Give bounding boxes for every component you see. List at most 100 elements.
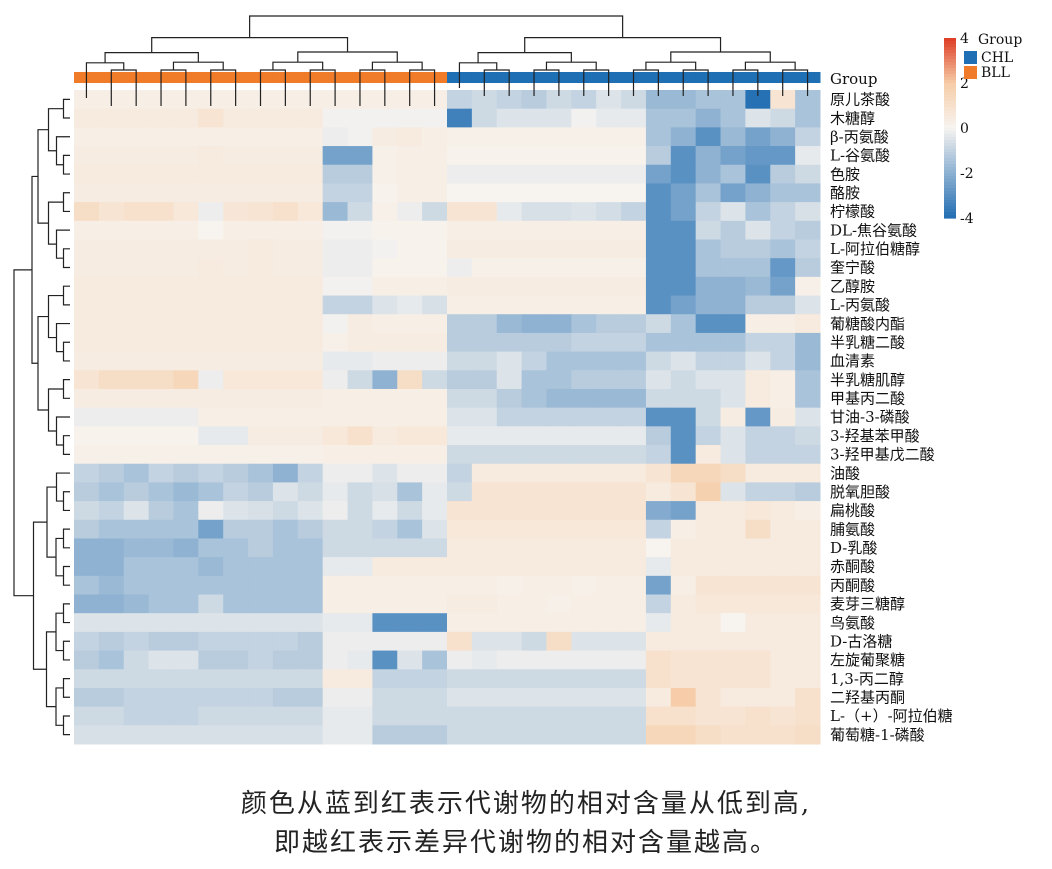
heatmap-cell: [148, 426, 174, 446]
heatmap-cell: [621, 370, 647, 390]
heatmap-cell: [720, 351, 746, 371]
heatmap-cell: [621, 127, 647, 147]
heatmap-cell: [74, 90, 100, 110]
heatmap-cell: [745, 463, 771, 483]
heatmap-cell: [173, 164, 199, 184]
row-label: 3-羟甲基戊二酸: [830, 446, 935, 464]
heatmap-cell: [272, 258, 299, 278]
heatmap-cell: [670, 725, 697, 745]
heatmap-cell: [546, 164, 572, 184]
heatmap-cell: [447, 669, 473, 689]
heatmap-cell: [272, 407, 299, 427]
heatmap-cell: [98, 687, 125, 708]
heatmap-cell: [471, 388, 498, 409]
heatmap-cell: [447, 482, 473, 502]
heatmap-cell: [621, 482, 647, 502]
heatmap-cell: [695, 183, 722, 203]
heatmap-cell: [471, 463, 498, 483]
heatmap-cell: [745, 146, 771, 166]
heatmap-cell: [720, 314, 746, 334]
heatmap-cell: [621, 594, 647, 614]
heatmap-cell: [720, 370, 746, 390]
heatmap-cell: [173, 557, 199, 577]
colorbar-segment: [944, 89, 956, 93]
heatmap-cell: [248, 557, 274, 577]
colorbar-segment: [944, 41, 956, 45]
colorbar-segment: [944, 107, 956, 111]
column-dendrogram-link: [272, 61, 324, 70]
heatmap-cell: [123, 445, 150, 465]
heatmap-cell: [596, 463, 622, 483]
heatmap-cell: [297, 706, 324, 726]
heatmap-cell: [123, 538, 150, 558]
heatmap-cell: [645, 258, 672, 278]
column-dendrogram-link: [371, 61, 423, 70]
heatmap-cell: [770, 220, 796, 240]
heatmap-cell: [223, 725, 249, 745]
heatmap-cell: [770, 575, 796, 596]
legend-label: BLL: [981, 65, 1010, 81]
column-dendrogram-link: [151, 37, 349, 53]
heatmap-cell: [272, 276, 299, 297]
heatmap-cell: [795, 482, 821, 502]
heatmap-cell: [272, 613, 299, 633]
heatmap-cell: [297, 445, 324, 465]
heatmap-cell: [397, 445, 423, 465]
heatmap-cell: [98, 501, 125, 521]
heatmap-cell: [198, 575, 224, 596]
heatmap-cell: [546, 613, 572, 633]
heatmap-cell: [347, 706, 373, 726]
colorbar-segment: [944, 59, 956, 63]
heatmap-cell: [248, 631, 274, 652]
heatmap-cell: [670, 687, 697, 708]
heatmap-cell: [223, 445, 249, 465]
heatmap-cell: [248, 258, 274, 278]
heatmap-cell: [621, 631, 647, 652]
heatmap-cell: [372, 445, 398, 465]
heatmap-cell: [546, 407, 572, 427]
heatmap-cell: [397, 332, 423, 353]
colorbar-tick-label: 2: [960, 76, 969, 92]
heatmap-cell: [347, 220, 373, 240]
heatmap-cell: [74, 258, 100, 278]
heatmap-cell: [322, 669, 349, 689]
heatmap-cell: [745, 557, 771, 577]
heatmap-cell: [645, 463, 672, 483]
heatmap-cell: [123, 202, 150, 222]
heatmap-cell: [372, 669, 398, 689]
heatmap-cell: [621, 650, 647, 670]
heatmap-cell: [173, 370, 199, 390]
heatmap-cell: [720, 90, 746, 110]
heatmap-cell: [422, 519, 448, 539]
row-dendrogram-link: [62, 565, 70, 586]
heatmap-cell: [372, 164, 398, 184]
heatmap-cell: [745, 295, 771, 315]
heatmap-cell: [720, 183, 746, 203]
heatmap-cell: [496, 613, 523, 633]
heatmap-cell: [173, 426, 199, 446]
heatmap-cell: [148, 164, 174, 184]
row-label: 丙酮酸: [830, 576, 875, 594]
heatmap-cell: [422, 295, 448, 315]
heatmap-cell: [695, 501, 722, 521]
heatmap-cell: [123, 650, 150, 670]
heatmap-cell: [248, 706, 274, 726]
colorbar-segment: [944, 80, 956, 84]
heatmap-cell: [272, 482, 299, 502]
heatmap-cell: [347, 519, 373, 539]
heatmap-cell: [496, 519, 523, 539]
row-label: 扁桃酸: [830, 502, 875, 520]
heatmap-cell: [546, 501, 572, 521]
colorbar-segment: [944, 146, 956, 150]
heatmap-cell: [347, 183, 373, 203]
heatmap-cell: [795, 220, 821, 240]
heatmap-cell: [496, 706, 523, 726]
heatmap-cell: [471, 613, 498, 633]
heatmap-cell: [670, 127, 697, 147]
heatmap-cell: [98, 239, 125, 259]
heatmap-cell: [770, 183, 796, 203]
heatmap-cell: [621, 538, 647, 558]
heatmap-cell: [198, 202, 224, 222]
heatmap-cell: [173, 482, 199, 502]
heatmap-cell: [74, 220, 100, 240]
